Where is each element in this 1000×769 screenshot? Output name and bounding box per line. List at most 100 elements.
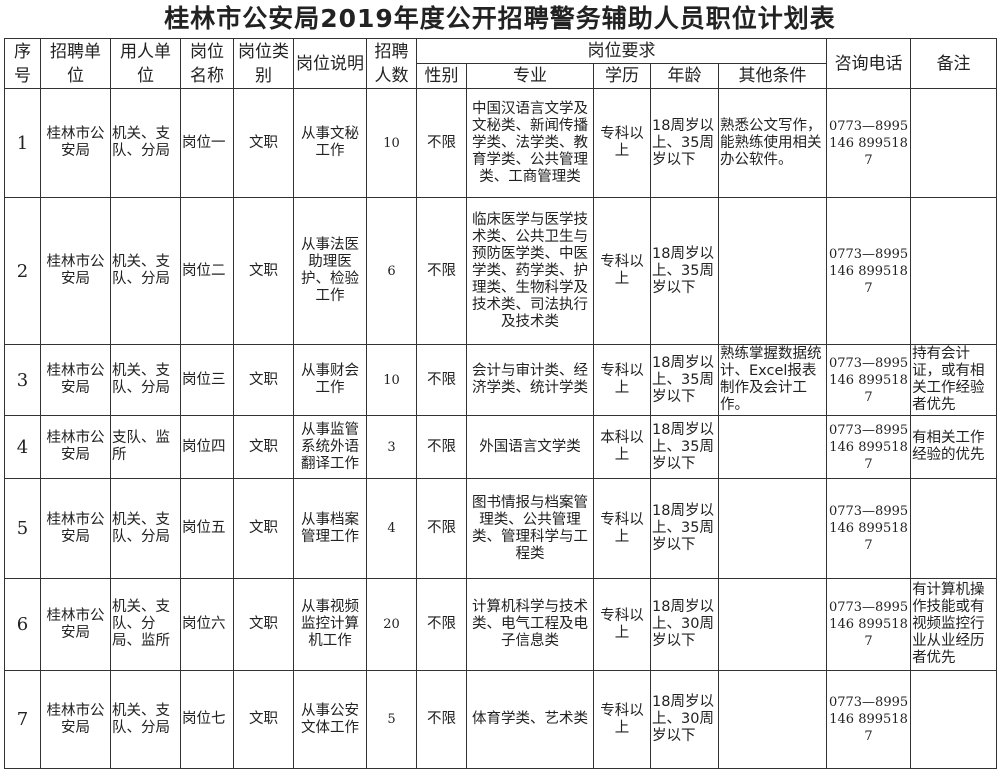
cell-seq: 2: [4, 197, 41, 345]
cell-employer: 机关、支队、分局: [110, 670, 181, 769]
cell-post-desc: 从事公安文体工作: [293, 670, 367, 769]
cell-seq: 1: [4, 88, 41, 198]
cell-age: 18周岁以上、30周岁以下: [650, 578, 719, 671]
cell-seq: 3: [4, 344, 41, 416]
cell-seq: 7: [4, 670, 41, 769]
cell-count: 10: [366, 344, 417, 416]
cell-major: 图书情报与档案管理类、公共管理类、管理科学与工程类: [466, 478, 594, 579]
cell-gender: 不限: [416, 344, 467, 416]
cell-post-name: 岗位四: [180, 415, 234, 479]
cell-phone: 0773—8995146 8995187: [826, 197, 912, 345]
cell-gender: 不限: [416, 197, 467, 345]
cell-other: [717, 415, 828, 479]
header-other: 其他条件: [717, 63, 828, 89]
header-count: 招聘人数: [366, 38, 417, 89]
cell-post-name: 岗位五: [180, 478, 234, 579]
cell-post-desc: 从事视频监控计算机工作: [293, 578, 367, 671]
cell-post-name: 岗位一: [180, 88, 234, 198]
cell-post-type: 文职: [233, 478, 294, 579]
cell-unit: 桂林市公安局: [40, 88, 111, 198]
cell-post-desc: 从事文秘工作: [293, 88, 367, 198]
cell-education: 专科以上: [593, 670, 651, 769]
table-row: 4 桂林市公安局 支队、监所 岗位四 文职 从事监管系统外语翻译工作 3 不限 外国语言文学类本…: [4, 415, 998, 479]
cell-count: 5: [366, 670, 417, 769]
cell-employer: 机关、支队、分局: [110, 344, 181, 416]
header-requirements: 岗位要求: [415, 38, 828, 64]
cell-phone: 0773—8995146 8995187: [826, 415, 912, 479]
header-post-desc: 岗位说明: [293, 38, 367, 89]
cell-age: 18周岁以上、35周岁以下: [650, 88, 719, 198]
cell-major: 临床医学与医学技术类、公共卫生与预防医学类、中医学类、药学类、护理类、生物科学及…: [466, 197, 594, 345]
cell-other: [717, 197, 828, 345]
cell-education: 本科以上: [593, 415, 651, 479]
cell-other: [717, 478, 828, 579]
cell-major: 计算机科学与技术类、电气工程及电子信息类: [466, 578, 594, 671]
cell-major: 会计与审计类、经济学类、统计学类: [466, 344, 594, 416]
table-row: 6 桂林市公安局 机关、支队、分局、监所 岗位六 文职 从事视频监控计算机工作 20 不限 计算…: [4, 578, 998, 671]
cell-post-desc: 从事档案管理工作: [293, 478, 367, 579]
header-unit: 招聘单位: [40, 38, 111, 89]
cell-major: 体育学类、艺术类: [466, 670, 594, 769]
header-seq: 序号: [4, 38, 41, 89]
cell-education: 专科以上: [593, 478, 651, 579]
cell-employer: 机关、支队、分局、监所: [110, 578, 181, 671]
cell-post-type: 文职: [233, 88, 294, 198]
cell-age: 18周岁以上、35周岁以下: [650, 197, 719, 345]
cell-major: 中国汉语言文学及文秘类、新闻传播学类、法学类、教育学类、公共管理类、工商管理类: [466, 88, 594, 198]
cell-post-type: 文职: [233, 344, 294, 416]
cell-notes: [910, 478, 998, 579]
header-age: 年龄: [650, 63, 719, 89]
cell-gender: 不限: [416, 415, 467, 479]
cell-post-name: 岗位三: [180, 344, 234, 416]
header-post-type: 岗位类别: [233, 38, 294, 89]
cell-post-name: 岗位七: [180, 670, 234, 769]
cell-other: [717, 670, 828, 769]
cell-age: 18周岁以上、35周岁以下: [650, 415, 719, 479]
cell-gender: 不限: [416, 578, 467, 671]
header-employer: 用人单位: [110, 38, 181, 89]
cell-notes: [910, 197, 998, 345]
cell-count: 6: [366, 197, 417, 345]
cell-gender: 不限: [416, 88, 467, 198]
header-post-name: 岗位名称: [180, 38, 234, 89]
header-phone: 咨询电话: [826, 38, 912, 89]
cell-notes: [910, 670, 998, 769]
cell-count: 20: [366, 578, 417, 671]
cell-post-name: 岗位二: [180, 197, 234, 345]
cell-education: 专科以上: [593, 578, 651, 671]
cell-unit: 桂林市公安局: [40, 415, 111, 479]
cell-post-type: 文职: [233, 578, 294, 671]
cell-notes: [910, 88, 998, 198]
cell-employer: 机关、支队、分局: [110, 197, 181, 345]
cell-employer: 机关、支队、分局: [110, 478, 181, 579]
cell-seq: 5: [4, 478, 41, 579]
table-row: 5 桂林市公安局 机关、支队、分局 岗位五 文职 从事档案管理工作 4 不限 图书情报与档案管理…: [4, 478, 998, 579]
cell-other: [717, 578, 828, 671]
cell-notes: 有相关工作经验的优先: [910, 415, 998, 479]
cell-gender: 不限: [416, 478, 467, 579]
position-plan-table: 序号 招聘单位 用人单位 岗位名称 岗位类别 岗位说明 招聘人数 岗位要求 咨询…: [4, 38, 998, 769]
cell-other: 熟悉公文写作，能熟练使用相关办公软件。: [717, 88, 828, 198]
cell-unit: 桂林市公安局: [40, 478, 111, 579]
cell-post-type: 文职: [233, 197, 294, 345]
cell-unit: 桂林市公安局: [40, 578, 111, 671]
cell-education: 专科以上: [593, 344, 651, 416]
cell-count: 4: [366, 478, 417, 579]
cell-age: 18周岁以上、35周岁以下: [650, 344, 719, 416]
cell-unit: 桂林市公安局: [40, 670, 111, 769]
table-row: 1 桂林市公安局 机关、支队、分局 岗位一 文职 从事文秘工作 10 不限 中国汉语言文学及文秘…: [4, 88, 998, 198]
table-row: 7 桂林市公安局 机关、支队、分局 岗位七 文职 从事公安文体工作 5 不限 体育学类、艺术类专…: [4, 670, 998, 769]
header-gender: 性别: [416, 63, 467, 89]
page-title: 桂林市公安局2019年度公开招聘警务辅助人员职位计划表: [164, 4, 836, 33]
cell-unit: 桂林市公安局: [40, 344, 111, 416]
cell-phone: 0773—8995146 8995187: [826, 578, 912, 671]
cell-unit: 桂林市公安局: [40, 197, 111, 345]
cell-age: 18周岁以上、35周岁以下: [650, 478, 719, 579]
cell-post-desc: 从事财会工作: [293, 344, 367, 416]
cell-gender: 不限: [416, 670, 467, 769]
cell-employer: 支队、监所: [110, 415, 181, 479]
cell-count: 10: [366, 88, 417, 198]
cell-post-desc: 从事法医助理医护、检验工作: [293, 197, 367, 345]
cell-phone: 0773—8995146 8995187: [826, 88, 912, 198]
cell-phone: 0773—8995146 8995187: [826, 670, 912, 769]
